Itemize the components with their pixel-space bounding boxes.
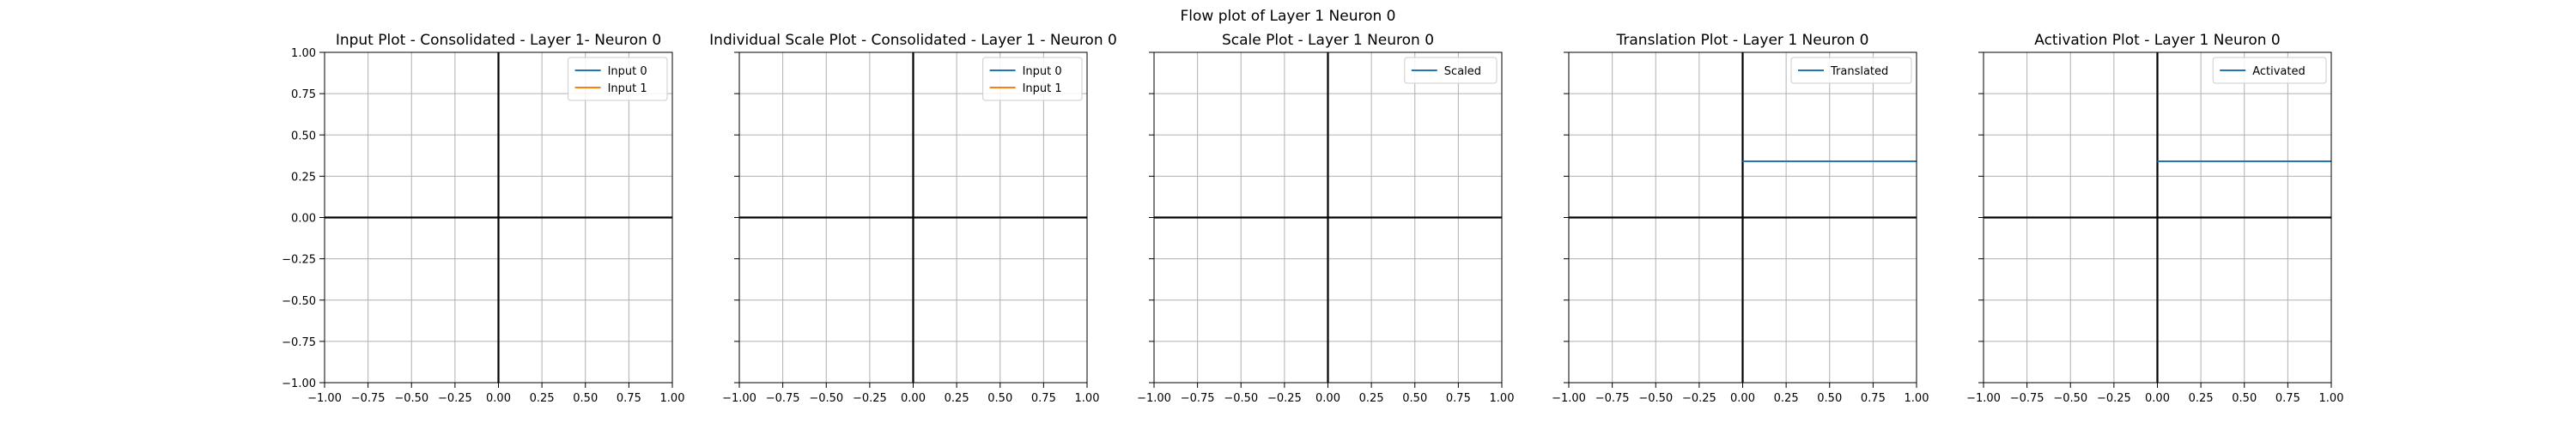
- x-tick-label: −0.75: [351, 392, 386, 405]
- legend-box: [982, 57, 1083, 101]
- x-tick-label: −0.25: [1682, 392, 1716, 405]
- x-tick-label: −0.50: [1224, 392, 1258, 405]
- legend: Translated: [1790, 57, 1912, 84]
- plot-frame: [324, 51, 673, 384]
- x-tick-label: −0.75: [2010, 392, 2044, 405]
- subplots: Input Plot - Consolidated - Layer 1- Neu…: [282, 32, 2343, 405]
- x-tick-label: 0.00: [2145, 392, 2170, 405]
- legend: Input 0 Input 1: [568, 57, 668, 101]
- plot-frame: [1983, 51, 2332, 384]
- legend: Activated: [2212, 57, 2327, 84]
- x-tick-label: 0.00: [1315, 392, 1340, 405]
- x-tick-label: 0.50: [2232, 392, 2257, 405]
- x-tick-label: 0.25: [530, 392, 555, 405]
- y-tick-label: 0.50: [291, 130, 316, 142]
- legend-box: [1790, 57, 1912, 84]
- x-tick-label: 0.75: [2275, 392, 2300, 405]
- x-tick-label: −0.75: [1181, 392, 1215, 405]
- y-tick-label: −0.50: [282, 295, 316, 308]
- legend-label: Input 0: [1023, 65, 1062, 78]
- x-tick-label: −0.25: [2097, 392, 2131, 405]
- legend-label: Input 1: [608, 82, 647, 95]
- x-tick-label: 0.25: [1774, 392, 1799, 405]
- figure-suptitle: Flow plot of Layer 1 Neuron 0: [1181, 8, 1396, 25]
- legend: Input 0 Input 1: [982, 57, 1083, 101]
- x-tick-label: 0.50: [1817, 392, 1842, 405]
- x-tick-label: 0.00: [901, 392, 926, 405]
- x-tick-label: −0.50: [809, 392, 843, 405]
- x-tick-label: 0.25: [1359, 392, 1384, 405]
- legend-label: Scaled: [1444, 65, 1481, 78]
- x-tick-label: −0.25: [1267, 392, 1302, 405]
- x-tick-label: 1.00: [660, 392, 685, 405]
- legend-box: [1404, 57, 1498, 84]
- x-tick-label: 1.00: [1905, 392, 1929, 405]
- x-tick-label: 0.50: [987, 392, 1012, 405]
- x-tick-label: −1.00: [1137, 392, 1171, 405]
- legend-label: Input 1: [1023, 82, 1062, 95]
- x-tick-label: 0.00: [486, 392, 511, 405]
- subplot-title: Translation Plot - Layer 1 Neuron 0: [1616, 32, 1869, 49]
- legend-label: Input 0: [608, 65, 647, 78]
- legend-box: [2212, 57, 2327, 84]
- x-tick-label: −0.75: [766, 392, 800, 405]
- subplot-5: Activation Plot - Layer 1 Neuron 0−1.00−…: [1966, 32, 2343, 405]
- x-tick-label: −0.50: [2053, 392, 2087, 405]
- x-tick-label: −1.00: [1966, 392, 2001, 405]
- subplot-title: Activation Plot - Layer 1 Neuron 0: [2034, 32, 2280, 49]
- x-tick-label: −0.50: [1638, 392, 1673, 405]
- x-tick-label: −0.50: [394, 392, 428, 405]
- x-tick-label: 0.75: [1446, 392, 1471, 405]
- x-tick-label: −0.75: [1595, 392, 1630, 405]
- x-tick-label: 1.00: [1490, 392, 1515, 405]
- x-tick-label: 0.50: [1402, 392, 1427, 405]
- subplot-1: Input Plot - Consolidated - Layer 1- Neu…: [282, 32, 684, 405]
- subplot-title: Individual Scale Plot - Consolidated - L…: [709, 32, 1117, 49]
- y-tick-label: −0.25: [282, 254, 316, 267]
- x-tick-label: 1.00: [1075, 392, 1100, 405]
- y-tick-label: 0.25: [291, 171, 316, 184]
- x-tick-label: −1.00: [1552, 392, 1586, 405]
- x-tick-label: −1.00: [722, 392, 756, 405]
- x-tick-label: 1.00: [2319, 392, 2344, 405]
- y-tick-label: −1.00: [282, 378, 316, 390]
- x-tick-label: 0.50: [573, 392, 598, 405]
- x-tick-label: 0.75: [617, 392, 641, 405]
- legend: Scaled: [1404, 57, 1498, 84]
- y-tick-label: 0.00: [291, 213, 316, 226]
- y-tick-label: 0.75: [291, 88, 316, 101]
- x-tick-label: 0.75: [1861, 392, 1886, 405]
- subplot-title: Input Plot - Consolidated - Layer 1- Neu…: [336, 32, 661, 49]
- y-tick-label: 1.00: [291, 47, 316, 60]
- x-tick-label: −0.25: [853, 392, 887, 405]
- legend-box: [568, 57, 668, 101]
- legend-label: Activated: [2252, 65, 2306, 78]
- legend-label: Translated: [1830, 65, 1888, 78]
- y-tick-label: −0.75: [282, 336, 316, 349]
- x-tick-label: 0.00: [1730, 392, 1755, 405]
- x-tick-label: 0.25: [2189, 392, 2214, 405]
- subplot-title: Scale Plot - Layer 1 Neuron 0: [1222, 32, 1434, 49]
- x-tick-label: 0.25: [945, 392, 969, 405]
- x-tick-label: −0.25: [438, 392, 472, 405]
- x-tick-label: −1.00: [307, 392, 342, 405]
- plot-frame: [1153, 51, 1503, 384]
- subplot-4: Translation Plot - Layer 1 Neuron 0 −1.00…: [1552, 32, 1929, 405]
- plot-frame: [1568, 51, 1917, 384]
- plot-frame: [738, 51, 1088, 384]
- x-tick-label: 0.75: [1031, 392, 1056, 405]
- subplot-3: Scale Plot - Layer 1 Neuron 0−1.00 −0.75−…: [1137, 32, 1514, 405]
- subplot-2: Individual Scale Plot - Consolidated - L…: [709, 32, 1117, 405]
